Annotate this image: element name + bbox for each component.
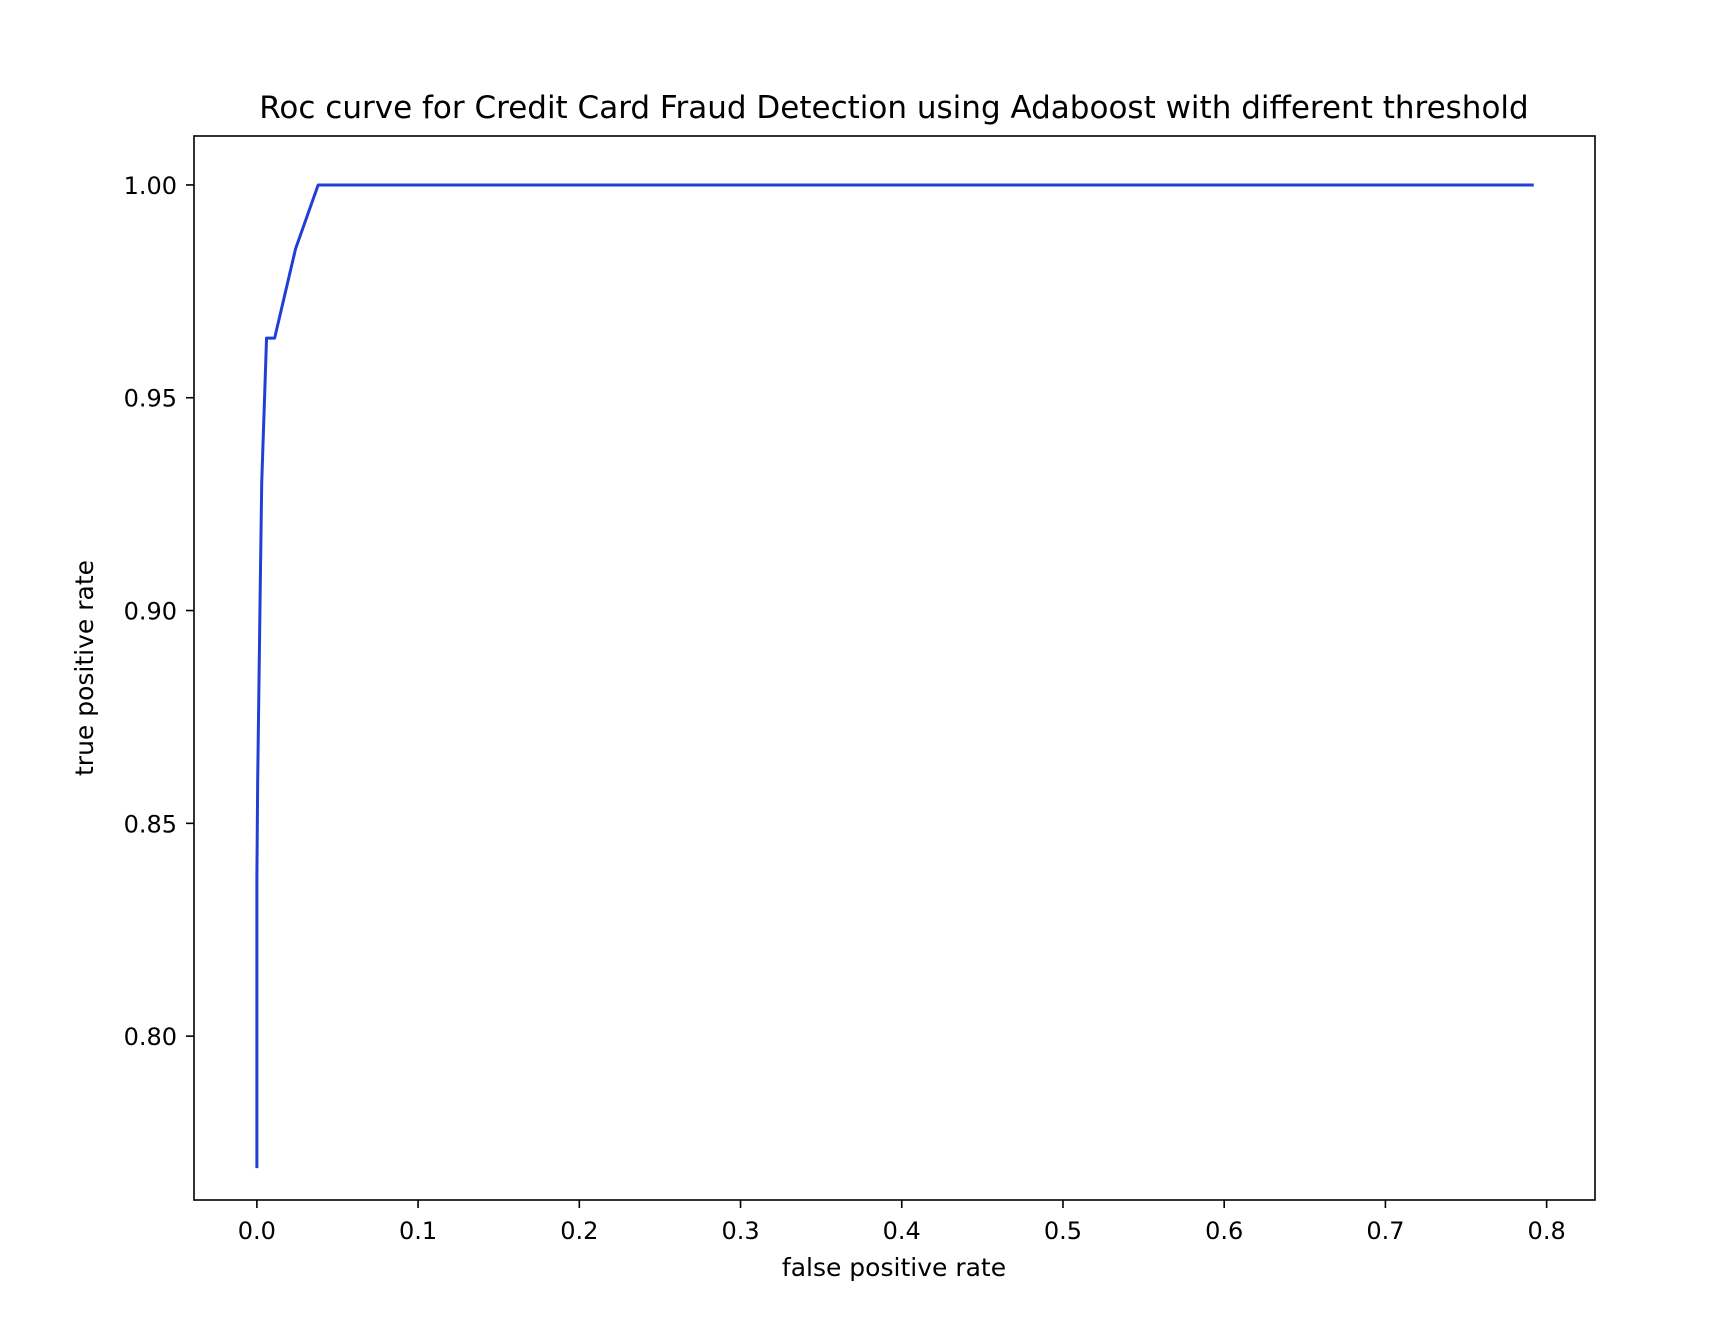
x-axis-label: false positive rate: [782, 1253, 1006, 1282]
roc-curve-line: [255, 183, 1534, 1169]
x-tick-label: 0.6: [1205, 1217, 1243, 1245]
x-tick-label: 0.4: [883, 1217, 921, 1245]
axes-frame: [193, 135, 1596, 1201]
chart-title: Roc curve for Credit Card Fraud Detectio…: [259, 90, 1528, 126]
x-tick-label: 0.3: [721, 1217, 759, 1245]
y-tick-label: 0.95: [124, 385, 177, 413]
y-tick-label: 0.80: [124, 1023, 177, 1051]
x-tick-label: 0.5: [1044, 1217, 1082, 1245]
x-tick-label: 0.7: [1366, 1217, 1404, 1245]
y-tick-label: 0.90: [124, 598, 177, 626]
x-tick-label: 0.1: [399, 1217, 437, 1245]
y-axis-label: true positive rate: [70, 560, 99, 776]
y-tick-label: 0.85: [124, 810, 177, 838]
plot-area: 0.0 0.1 0.2 0.3 0.4 0.5 0.6 0.7 0.8 0.80 0.85 0.90 0…: [124, 135, 1596, 1245]
y-tick-label: 1.00: [124, 172, 177, 200]
x-tick-label: 0.8: [1528, 1217, 1566, 1245]
x-tick-label: 0.2: [560, 1217, 598, 1245]
x-tick-label: 0.0: [238, 1217, 276, 1245]
